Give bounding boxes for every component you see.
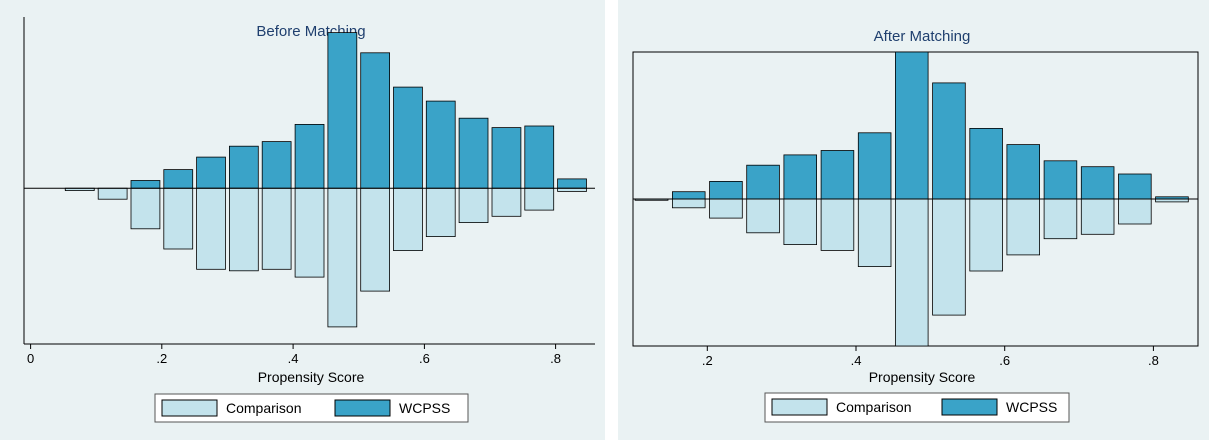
bar-comparison: [1006, 198, 1040, 256]
bar-comparison: [1118, 198, 1152, 225]
bar-wcpss: [1080, 166, 1115, 200]
bar-wcpss: [130, 180, 161, 189]
bar-wcpss: [163, 169, 194, 189]
bar-comparison: [783, 198, 817, 245]
x-axis-title: Propensity Score: [258, 369, 365, 385]
legend-label-comparison: Comparison: [226, 400, 301, 416]
bar-comparison: [97, 187, 128, 200]
bar-wcpss: [969, 127, 1003, 200]
bar-comparison: [1080, 198, 1115, 235]
bar-comparison: [672, 198, 706, 209]
bar-comparison: [709, 198, 743, 219]
legend-label-wcpss: WCPSS: [399, 400, 450, 416]
x-axis-title: Propensity Score: [869, 369, 976, 385]
x-tick-label: .4: [288, 351, 299, 366]
bar-comparison: [294, 187, 325, 278]
bar-comparison: [458, 187, 489, 224]
bar-wcpss: [709, 180, 743, 200]
x-tick-label: .6: [419, 351, 430, 366]
bar-wcpss: [1043, 160, 1078, 200]
legend-swatch-comparison: [161, 399, 218, 417]
bar-wcpss: [557, 178, 587, 189]
after-matching-chart: After Matching .2 .4 .6 .8 Propensity Score…: [632, 28, 1199, 423]
bar-comparison: [327, 187, 358, 328]
bar-comparison: [360, 187, 391, 292]
bar-comparison: [163, 187, 194, 250]
x-tick-label: .6: [999, 353, 1010, 368]
bar-comparison: [393, 187, 423, 252]
bar-wcpss: [820, 150, 855, 200]
bar-wcpss: [524, 125, 555, 189]
legend-swatch-wcpss: [334, 399, 391, 417]
bar-wcpss: [894, 51, 929, 200]
bar-comparison: [425, 187, 456, 238]
plot-frame: [23, 17, 595, 345]
bar-comparison: [196, 187, 226, 270]
legend-swatch-comparison: [771, 398, 828, 416]
bar-comparison: [932, 198, 966, 316]
legend-label-comparison: Comparison: [836, 399, 911, 415]
bar-wcpss: [261, 141, 292, 189]
x-tick-label: .8: [1148, 353, 1159, 368]
bar-wcpss: [746, 164, 780, 200]
before-matching-chart: Before Matching 0.2.4.6.8 Propensity Sco…: [23, 17, 595, 423]
bar-wcpss: [1118, 173, 1152, 200]
bar-wcpss: [783, 154, 817, 200]
before-matching-panel: Before Matching 0.2.4.6.8 Propensity Sco…: [0, 0, 605, 440]
after-matching-panel: After Matching .2 .4 .6 .8 Propensity Score…: [618, 0, 1209, 440]
x-tick-label: .2: [156, 351, 167, 366]
bar-wcpss: [228, 145, 259, 189]
bar-comparison: [1043, 198, 1078, 240]
bar-comparison: [894, 198, 929, 347]
bar-wcpss: [425, 100, 456, 189]
bar-comparison: [746, 198, 780, 234]
legend-swatch-wcpss: [941, 398, 998, 416]
bar-wcpss: [393, 86, 423, 189]
bar-wcpss: [857, 132, 892, 200]
bar-comparison: [491, 187, 522, 217]
x-tick-label: .4: [851, 353, 862, 368]
bar-wcpss: [294, 124, 325, 189]
bar-wcpss: [672, 191, 706, 200]
bar-wcpss: [196, 156, 226, 189]
x-tick-label: .2: [702, 353, 713, 368]
bar-wcpss: [327, 32, 358, 189]
legend-label-wcpss: WCPSS: [1006, 399, 1057, 415]
legend: Comparison WCPSS: [764, 392, 1070, 423]
chart-title: After Matching: [874, 28, 971, 45]
bar-comparison: [857, 198, 892, 267]
x-tick-label: 0: [27, 351, 34, 366]
bar-comparison: [969, 198, 1003, 272]
bar-comparison: [524, 187, 555, 211]
bar-wcpss: [1006, 144, 1040, 200]
bar-comparison: [820, 198, 855, 251]
x-tick-label: .8: [550, 351, 561, 366]
bar-comparison: [261, 187, 292, 270]
bar-wcpss: [360, 52, 391, 189]
legend: Comparison WCPSS: [154, 393, 469, 423]
bar-wcpss: [458, 117, 489, 189]
bar-comparison: [228, 187, 259, 272]
bar-comparison: [130, 187, 161, 230]
bar-wcpss: [491, 127, 522, 189]
bar-wcpss: [932, 82, 966, 200]
